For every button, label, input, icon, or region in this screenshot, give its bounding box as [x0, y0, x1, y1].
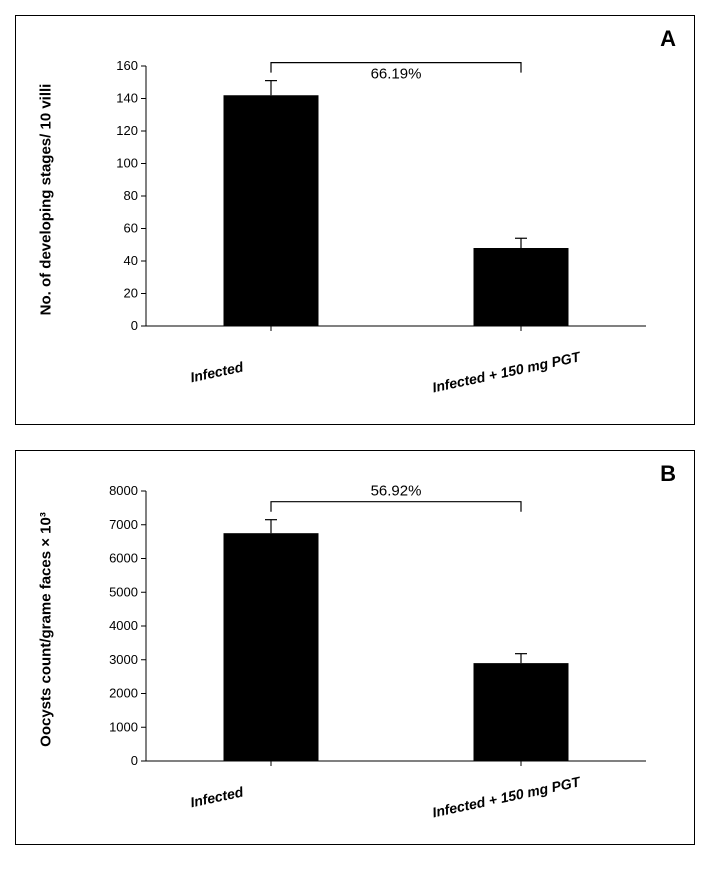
svg-text:20: 20	[124, 286, 138, 301]
panel-a-cat-0: Infected	[188, 351, 246, 386]
svg-text:6000: 6000	[109, 551, 138, 566]
svg-text:120: 120	[116, 123, 138, 138]
svg-text:80: 80	[124, 188, 138, 203]
panel-b: B Oocysts count/grame faces × 10³ 010002…	[15, 450, 695, 845]
svg-text:3000: 3000	[109, 652, 138, 667]
panel-b-plot: 0 1000 2000 3000 4000 5000 6000 7000 8000 56.92%	[96, 481, 674, 771]
svg-text:66.19%: 66.19%	[371, 66, 422, 83]
svg-text:40: 40	[124, 253, 138, 268]
svg-text:8000: 8000	[109, 483, 138, 498]
panel-a-yaxis-label: No. of developing stages/ 10 villi	[38, 60, 55, 340]
svg-text:60: 60	[124, 221, 138, 236]
panel-b-svg: 0 1000 2000 3000 4000 5000 6000 7000 8000 56.92%	[96, 481, 656, 771]
panel-b-cat-1: Infected + 150 mg PGT	[429, 766, 581, 821]
panel-a-cat-1: Infected + 150 mg PGT	[429, 341, 581, 396]
panel-a: A No. of developing stages/ 10 villi 020…	[15, 15, 695, 425]
svg-text:140: 140	[116, 91, 138, 106]
panel-a-xlabels: Infected Infected + 150 mg PGT	[96, 356, 674, 380]
svg-text:56.92%: 56.92%	[371, 483, 422, 500]
panel-a-svg: 0 20 40 60 80 100 120 140 160 P ≤ 0.001 66.19%	[96, 46, 656, 346]
panel-b-xlabels: Infected Infected + 150 mg PGT	[96, 781, 674, 805]
panel-b-yaxis-label: Oocysts count/grame faces × 10³	[38, 485, 55, 775]
svg-text:160: 160	[116, 58, 138, 73]
svg-text:1000: 1000	[109, 719, 138, 734]
svg-text:5000: 5000	[109, 584, 138, 599]
svg-text:0: 0	[131, 753, 138, 768]
svg-text:0: 0	[131, 318, 138, 333]
panel-b-cat-0: Infected	[188, 776, 246, 811]
panel-a-plot: 0 20 40 60 80 100 120 140 160 P ≤ 0.001 66.19%	[96, 46, 674, 346]
svg-text:2000: 2000	[109, 686, 138, 701]
svg-text:100: 100	[116, 156, 138, 171]
svg-text:7000: 7000	[109, 517, 138, 532]
svg-text:4000: 4000	[109, 618, 138, 633]
svg-text:P ≤ 0.001: P ≤ 0.001	[364, 46, 428, 47]
